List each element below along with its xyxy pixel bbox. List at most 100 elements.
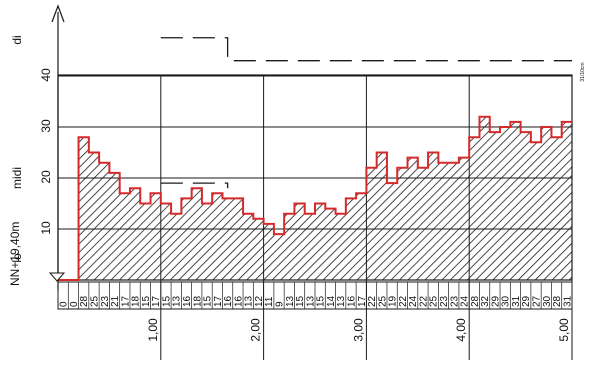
- bottom-label: 15: [161, 295, 172, 307]
- data-area: [58, 115, 572, 281]
- bottom-label: 17: [357, 295, 368, 307]
- bottom-label: 23: [100, 295, 111, 307]
- bottom-label: 25: [429, 295, 440, 307]
- bottom-label: 16: [346, 295, 357, 307]
- data-step-25: [315, 204, 325, 281]
- reference-label: NN+19,40m: [8, 222, 22, 286]
- data-step-48: [551, 137, 561, 280]
- dashed-guides: [160, 37, 572, 189]
- y-tick-labels: 10 20 30 40: [39, 68, 53, 235]
- data-step-17: [233, 198, 243, 280]
- bottom-label: 13: [244, 295, 255, 307]
- side-note: 31/10cm: [580, 62, 586, 81]
- bottom-label: 22: [367, 295, 378, 307]
- data-step-26: [325, 209, 335, 280]
- data-step-39: [459, 158, 469, 280]
- data-step-21: [274, 234, 284, 280]
- zone-label-lo: lo: [10, 253, 24, 263]
- zone-label-di: di: [10, 35, 24, 44]
- bottom-label: 29: [521, 295, 532, 307]
- bottom-label: 12: [254, 295, 265, 307]
- bottom-label: 28: [552, 295, 563, 307]
- data-step-43: [500, 127, 510, 280]
- data-step-27: [336, 214, 346, 280]
- bottom-label: 31: [562, 295, 573, 307]
- bottom-label: 27: [532, 295, 543, 307]
- bottom-label: 14: [326, 295, 337, 307]
- data-step-19: [253, 219, 263, 280]
- y-axis-arrow-icon: [51, 4, 65, 23]
- bottom-label: 16: [233, 295, 244, 307]
- bottom-label: 0: [59, 301, 70, 307]
- data-step-33: [397, 168, 407, 280]
- bottom-label: 22: [398, 295, 409, 307]
- bottom-label: 25: [377, 295, 388, 307]
- bottom-label: 13: [172, 295, 183, 307]
- zone-label-midi: midi: [10, 167, 24, 189]
- bottom-label: 15: [295, 295, 306, 307]
- data-step-3: [89, 153, 99, 281]
- bottom-label: 16: [223, 295, 234, 307]
- data-step-10: [161, 204, 171, 281]
- x-tick-label: 2,00: [249, 318, 263, 342]
- bottom-label: 13: [305, 295, 316, 307]
- data-step-24: [305, 214, 315, 280]
- data-step-31: [377, 153, 387, 281]
- bottom-label: 28: [470, 295, 481, 307]
- data-step-42: [490, 132, 500, 280]
- bottom-label: 32: [480, 295, 491, 307]
- data-step-32: [387, 183, 397, 280]
- bottom-label: 13: [336, 295, 347, 307]
- data-step-12: [181, 198, 191, 280]
- data-step-6: [120, 193, 130, 280]
- x-tick-label: 3,00: [351, 318, 365, 342]
- area-hatch-fill: [58, 116, 572, 280]
- data-step-9: [151, 193, 161, 280]
- bottom-label: 30: [542, 295, 553, 307]
- bottom-label: 15: [203, 295, 214, 307]
- bottom-label-box: [57, 281, 573, 310]
- bottom-label: 19: [388, 295, 399, 307]
- data-step-16: [222, 198, 232, 280]
- data-step-7: [130, 188, 140, 280]
- bottom-label: 16: [182, 295, 193, 307]
- y-tick-label: 40: [39, 68, 53, 82]
- data-step-11: [171, 214, 181, 280]
- data-step-15: [212, 193, 222, 280]
- data-step-22: [284, 214, 294, 280]
- data-step-36: [428, 153, 438, 281]
- data-step-41: [479, 117, 489, 280]
- series-outline: [58, 115, 572, 281]
- data-step-46: [531, 142, 541, 280]
- bottom-label: 17: [120, 295, 131, 307]
- data-step-28: [346, 198, 356, 280]
- zero-marker-icon: [48, 272, 66, 282]
- bottom-label: 22: [418, 295, 429, 307]
- dashed-line-upper: [160, 37, 572, 62]
- data-step-13: [192, 188, 202, 280]
- x-tick-label: 5,00: [557, 318, 571, 342]
- bottom-labels: 0 0 28 25 23 21 17 18 15 17 15 13 16 18 15 17 16 16 13 12 11…: [59, 295, 574, 307]
- data-step-14: [202, 204, 212, 281]
- data-step-37: [438, 163, 448, 280]
- bottom-label: 17: [213, 295, 224, 307]
- data-step-29: [356, 193, 366, 280]
- data-step-2: [79, 137, 89, 280]
- bottom-label: 18: [192, 295, 203, 307]
- data-step-30: [366, 168, 376, 280]
- bottom-label: 15: [141, 295, 152, 307]
- bottom-label: 23: [439, 295, 450, 307]
- x-tick-labels: 1,00 2,00 3,00 4,00 5,00: [146, 318, 571, 342]
- bottom-label: 18: [131, 295, 142, 307]
- bottom-label: 25: [89, 295, 100, 307]
- y-tick-label: 10: [39, 221, 53, 235]
- dashed-line-lower: [160, 182, 229, 189]
- data-step-8: [140, 204, 150, 281]
- bottom-label: 21: [110, 295, 121, 307]
- bottom-label: 31: [511, 295, 522, 307]
- bottom-label: 0: [69, 301, 80, 307]
- bottom-label: 9: [275, 301, 286, 307]
- bottom-label: 17: [151, 295, 162, 307]
- data-step-47: [541, 127, 551, 280]
